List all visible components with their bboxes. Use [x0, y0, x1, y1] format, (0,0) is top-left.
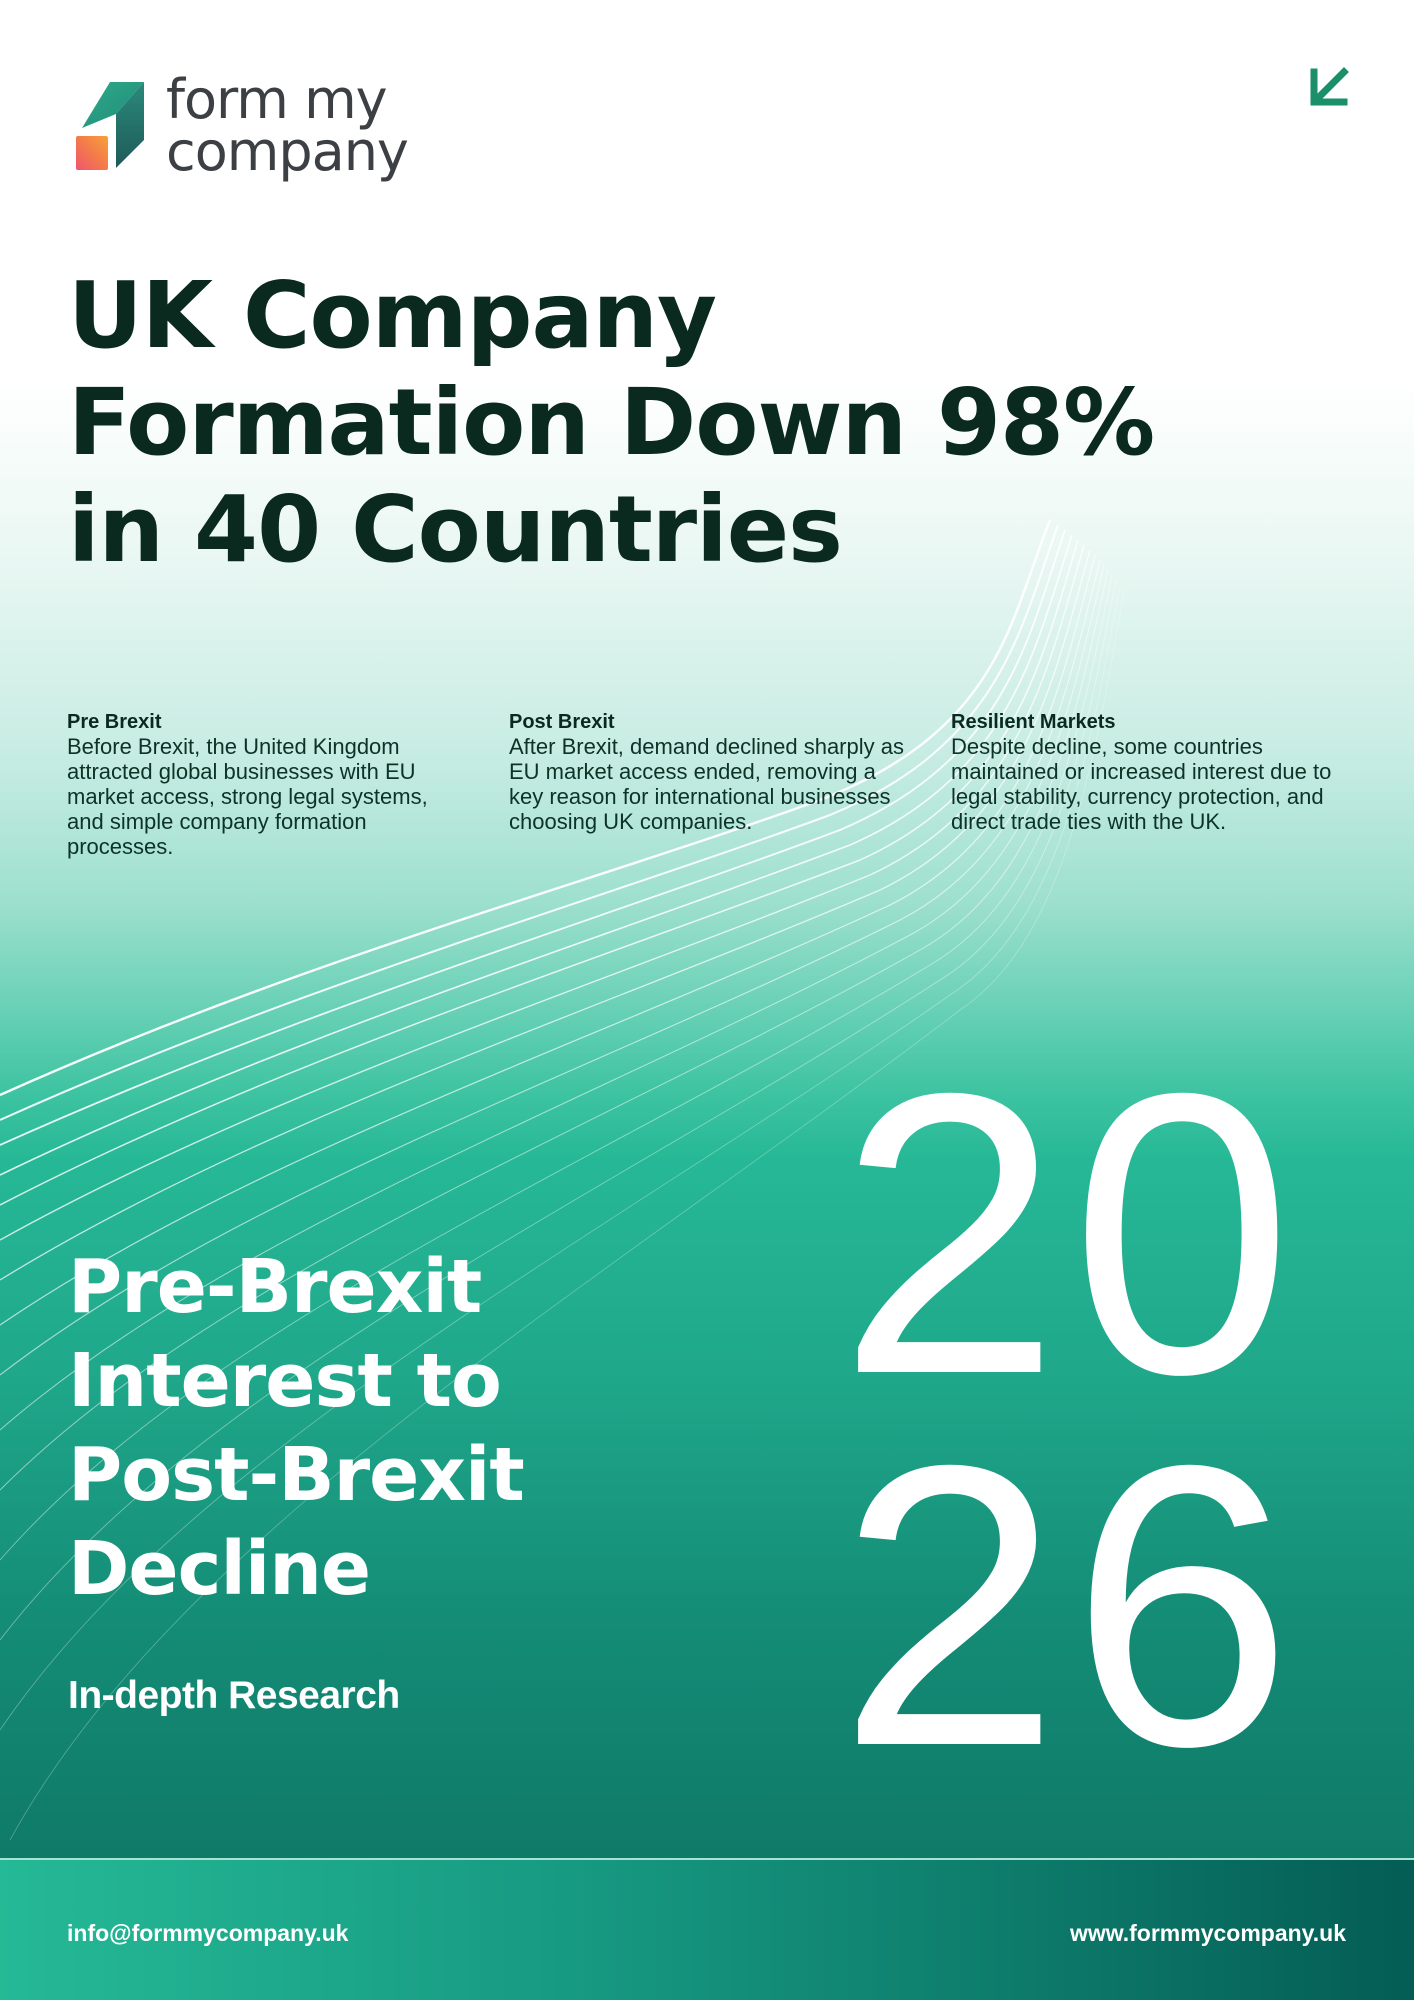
title-line2: Formation Down 98%: [68, 369, 1155, 476]
column-body: After Brexit, demand declined sharply as…: [509, 734, 904, 834]
footer-email-link[interactable]: info@formmycompany.uk: [67, 1920, 349, 1946]
footer-website-link[interactable]: www.formmycompany.uk: [1069, 1920, 1346, 1946]
subtitle-line1: Pre-Brexit: [68, 1244, 482, 1330]
footer-bar: info@formmycompany.uk www.formmycompany.…: [0, 1858, 1414, 2000]
column-body: Before Brexit, the United Kingdom attrac…: [67, 734, 428, 859]
page-title: UK Company Formation Down 98% in 40 Coun…: [68, 262, 1155, 583]
brand-wordmark: form my company: [166, 68, 409, 183]
tagline: In-depth Research: [68, 1674, 400, 1717]
brand-logo[interactable]: form my company: [72, 68, 409, 183]
brand-name-line1: form my: [166, 68, 388, 131]
section-subtitle: Pre-Brexit Interest to Post-Brexit Decli…: [68, 1240, 525, 1616]
title-line1: UK Company: [68, 262, 717, 369]
title-line3: in 40 Countries: [68, 476, 843, 583]
info-column-resilient-markets: Resilient Markets Despite decline, some …: [951, 710, 1351, 834]
brand-name-line2: company: [166, 120, 409, 183]
year-display: 20 26: [838, 1010, 1303, 1829]
subtitle-line3: Post-Brexit: [68, 1432, 525, 1518]
subtitle-line4: Decline: [68, 1526, 371, 1612]
subtitle-line2: Interest to: [68, 1338, 502, 1424]
isometric-block-logo-icon: [76, 82, 144, 170]
year-bottom-digits: 26: [838, 1382, 1303, 1829]
column-heading: Pre Brexit: [67, 711, 162, 733]
column-heading: Resilient Markets: [951, 711, 1116, 733]
column-heading: Post Brexit: [509, 711, 615, 733]
column-body: Despite decline, some countries maintain…: [951, 734, 1332, 834]
year-top-digits: 20: [838, 1010, 1303, 1457]
info-column-post-brexit: Post Brexit After Brexit, demand decline…: [509, 710, 909, 834]
arrow-down-left-icon: [1310, 67, 1349, 106]
info-column-pre-brexit: Pre Brexit Before Brexit, the United Kin…: [67, 710, 467, 859]
